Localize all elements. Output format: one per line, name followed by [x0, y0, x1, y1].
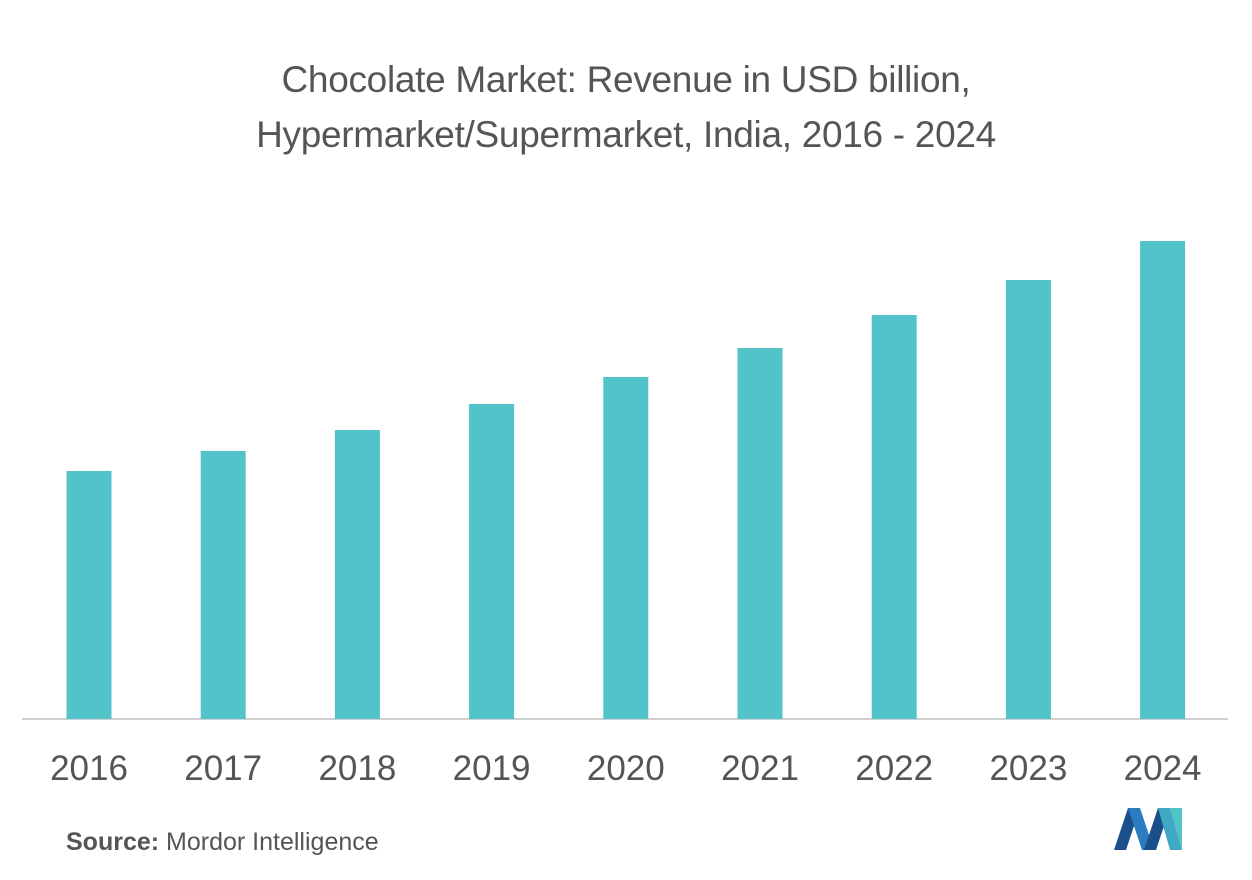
bar-2023 — [1005, 280, 1051, 719]
source-text: Mordor Intelligence — [166, 828, 379, 856]
x-tick-label-2023: 2023 — [989, 749, 1067, 788]
x-tick-label-2021: 2021 — [721, 749, 799, 788]
mordor-intelligence-logo-icon — [1114, 808, 1182, 850]
bar-chart: 2016 2017 2018 2019 2020 2021 2022 2023 2024 — [22, 241, 1228, 788]
bar-2019 — [469, 404, 515, 719]
source-note: Source: Mordor Intelligence — [66, 828, 379, 857]
bar-2018 — [334, 430, 380, 719]
x-tick-label-2018: 2018 — [318, 749, 396, 788]
source-label: Source: — [66, 828, 160, 856]
bar-2021 — [737, 348, 783, 719]
chart-title-line-1: Chocolate Market: Revenue in USD billion… — [281, 59, 971, 100]
chart-title: Chocolate Market: Revenue in USD billion… — [0, 52, 1252, 162]
bar-2022 — [871, 315, 917, 719]
bar-2024 — [1140, 241, 1186, 719]
bar-2020 — [603, 377, 649, 719]
x-tick-label-2022: 2022 — [855, 749, 933, 788]
bar-2016 — [66, 471, 112, 719]
x-tick-label-2024: 2024 — [1124, 749, 1202, 788]
x-tick-label-2019: 2019 — [453, 749, 531, 788]
x-tick-label-2020: 2020 — [587, 749, 665, 788]
x-tick-label-2016: 2016 — [50, 749, 128, 788]
chart-title-line-2: Hypermarket/Supermarket, India, 2016 - 2… — [256, 114, 996, 155]
bar-2017 — [200, 451, 246, 719]
x-tick-label-2017: 2017 — [184, 749, 262, 788]
